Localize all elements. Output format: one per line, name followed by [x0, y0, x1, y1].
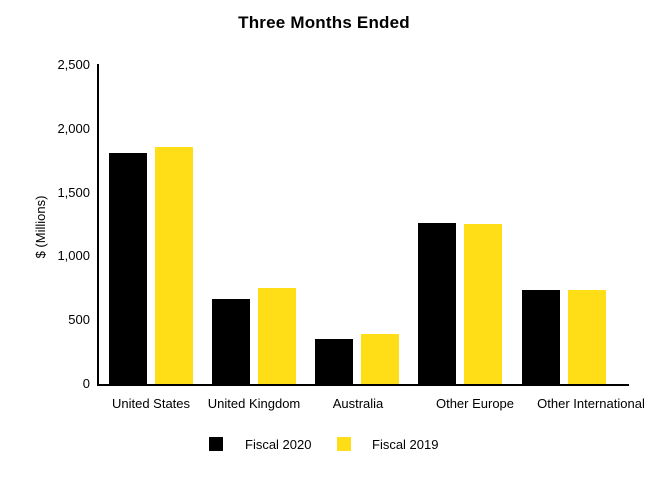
- y-tick-label: 500: [68, 312, 90, 328]
- bar-fiscal2020-united-kingdom: [211, 298, 250, 384]
- y-tick-label: 1,000: [57, 248, 90, 264]
- bar-fiscal2019-other-europe: [464, 223, 502, 384]
- bar-fiscal2019-united-states: [154, 146, 193, 384]
- y-tick-label: 2,500: [57, 57, 90, 72]
- legend-label: Fiscal 2020: [245, 437, 312, 452]
- x-axis-line: [97, 384, 629, 386]
- y-tick-label: 0: [82, 376, 90, 391]
- y-tick-label: 1,500: [57, 184, 90, 200]
- x-category-label: Australia: [332, 396, 384, 411]
- x-category-label: Other International: [537, 396, 645, 411]
- y-axis-line: [97, 64, 99, 386]
- bar-fiscal2020-other-international: [521, 289, 560, 384]
- y-tick-label: 2,000: [57, 120, 90, 136]
- legend-swatch-fiscal2019: [337, 437, 351, 451]
- legend-label: Fiscal 2019: [372, 437, 439, 452]
- bar-fiscal2020-united-states: [108, 153, 147, 384]
- legend-swatch-fiscal2020: [209, 437, 223, 451]
- chart-title: Three Months Ended: [238, 13, 410, 32]
- bar-fiscal2019-other-international: [567, 290, 606, 384]
- x-category-label: United States: [111, 396, 191, 411]
- bar-fiscal2020-other-europe: [418, 223, 456, 384]
- x-category-label: United Kingdom: [207, 396, 301, 411]
- bar-fiscal2020-australia: [314, 338, 353, 384]
- x-category-label: Other Europe: [435, 396, 515, 411]
- bar-fiscal2019-united-kingdom: [257, 287, 296, 384]
- bar-fiscal2019-australia: [360, 334, 399, 384]
